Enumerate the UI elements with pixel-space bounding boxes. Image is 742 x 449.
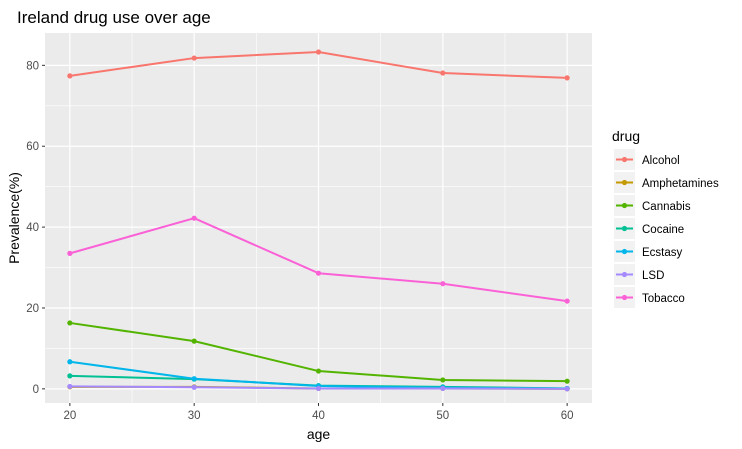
x-tick-label: 40: [312, 410, 325, 422]
legend-label-cocaine: Cocaine: [642, 224, 684, 236]
axes: 0 20 40 60 80 20 30 40 50 60: [26, 60, 573, 422]
y-tick-label: 20: [26, 303, 39, 315]
legend-item-tobacco: Tobacco: [614, 287, 685, 308]
data-point-alcohol: [315, 49, 322, 55]
data-point-lsd: [315, 385, 322, 392]
legend-label-ecstasy: Ecstasy: [642, 247, 683, 259]
legend-item-alcohol: Alcohol: [614, 149, 680, 170]
data-point-cannabis: [191, 338, 197, 344]
series-cannabis: [67, 320, 570, 384]
x-tick-label: 20: [63, 410, 76, 422]
legend-key-point: [621, 294, 628, 301]
y-axis-label: Prevalence(%): [6, 172, 22, 264]
data-point-lsd: [191, 384, 197, 390]
data-point-cocaine: [67, 373, 73, 379]
legend-title: drug: [612, 128, 640, 144]
legend-label-lsd: LSD: [642, 270, 664, 282]
series-alcohol: [67, 49, 570, 81]
legend-key-point: [621, 271, 628, 278]
data-point-cannabis: [67, 320, 73, 326]
data-point-ecstasy: [191, 376, 197, 382]
legend-key-point: [621, 179, 628, 186]
legend-key-point: [621, 202, 628, 209]
legend-item-lsd: LSD: [614, 264, 664, 285]
data-point-lsd: [440, 385, 446, 392]
legend-label-cannabis: Cannabis: [642, 201, 691, 213]
legend-item-ecstasy: Ecstasy: [614, 241, 683, 262]
y-tick-label: 40: [26, 222, 39, 234]
data-point-tobacco: [67, 250, 73, 256]
series-layer: [67, 49, 570, 392]
data-point-lsd: [67, 383, 73, 390]
data-point-tobacco: [315, 270, 322, 276]
legend-item-amphetamines: Amphetamines: [614, 172, 719, 193]
data-point-alcohol: [67, 73, 73, 79]
x-tick-label: 60: [561, 410, 574, 422]
legend-key-point: [621, 248, 628, 255]
y-tick-label: 0: [33, 384, 39, 396]
series-lsd: [67, 383, 570, 392]
legend-label-amphetamines: Amphetamines: [642, 178, 719, 190]
y-tick-label: 60: [26, 141, 39, 153]
legend-key-point: [621, 225, 628, 232]
legend-label-tobacco: Tobacco: [642, 293, 685, 305]
data-point-alcohol: [440, 70, 446, 76]
data-point-tobacco: [191, 215, 197, 221]
data-point-alcohol: [564, 75, 570, 81]
legend-item-cannabis: Cannabis: [614, 195, 691, 216]
y-tick-label: 80: [26, 60, 39, 72]
legend-items: Alcohol Amphetamines Cannabis Cocaine Ecstas…: [614, 149, 719, 308]
data-point-tobacco: [564, 298, 570, 304]
data-point-lsd: [564, 386, 570, 392]
legend: drug Alcohol Amphetamines Cannabis Cocaine E…: [612, 128, 719, 308]
data-point-cannabis: [315, 368, 322, 374]
x-tick-label: 50: [436, 410, 449, 422]
x-axis-label: age: [307, 426, 331, 442]
legend-item-cocaine: Cocaine: [614, 218, 684, 239]
data-point-ecstasy: [67, 359, 73, 365]
series-tobacco: [67, 215, 570, 304]
chart-title: Ireland drug use over age: [17, 8, 211, 27]
x-tick-label: 30: [188, 410, 201, 422]
data-point-tobacco: [440, 281, 446, 287]
data-point-alcohol: [191, 55, 197, 61]
legend-key-point: [621, 156, 628, 163]
legend-label-alcohol: Alcohol: [642, 155, 680, 167]
data-point-cannabis: [564, 378, 570, 384]
data-point-cannabis: [440, 377, 446, 383]
